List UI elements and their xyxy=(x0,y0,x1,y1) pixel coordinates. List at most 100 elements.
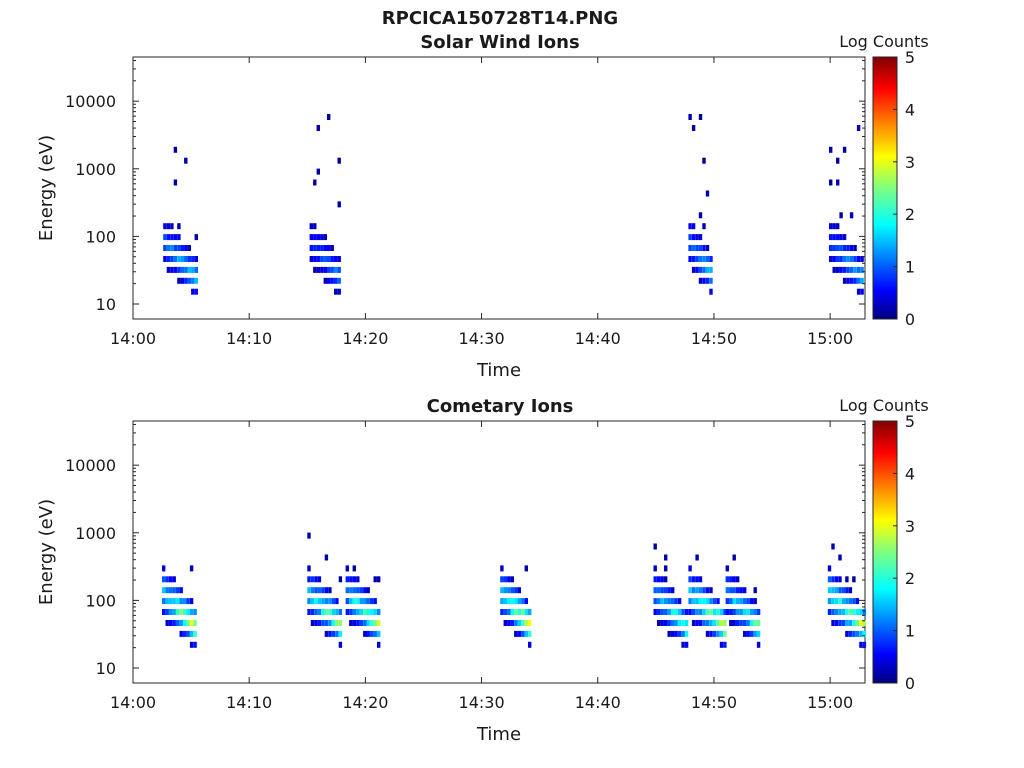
spectrogram-cell xyxy=(729,620,733,626)
spectrogram-cell xyxy=(688,587,692,594)
spectrogram-cell xyxy=(664,620,668,626)
spectrogram-cell xyxy=(177,266,181,273)
spectrogram-cell xyxy=(363,587,367,594)
spectrogram-cell xyxy=(695,245,699,251)
spectrogram-cell xyxy=(698,598,703,605)
spectrogram-cell xyxy=(313,234,317,241)
spectrogram-cell xyxy=(684,630,689,637)
spectrogram-cell xyxy=(323,256,327,262)
spectrogram-cell xyxy=(370,609,374,615)
spectrogram-cell xyxy=(328,630,332,637)
spectrogram-cell xyxy=(831,576,835,583)
spectrogram-cell xyxy=(698,266,703,273)
spectrogram-cell xyxy=(173,234,178,241)
y-tick-label: 100 xyxy=(85,591,116,610)
spectrogram-cell xyxy=(169,587,173,594)
spectrogram-cell xyxy=(166,234,171,241)
spectrogram-cell xyxy=(849,266,854,273)
spectrogram-cell xyxy=(521,630,525,637)
spectrogram-cell xyxy=(695,620,699,626)
spectrogram-cell xyxy=(653,598,657,605)
spectrogram-cell xyxy=(514,587,518,594)
spectrogram-cell xyxy=(849,245,854,251)
spectrogram-cell xyxy=(838,576,842,583)
spectrogram-cell xyxy=(831,620,835,626)
spectrogram-cell xyxy=(712,630,717,637)
spectrogram-cell xyxy=(327,277,331,284)
spectrogram-cell xyxy=(377,630,381,637)
spectrogram-cell xyxy=(193,641,197,648)
spectrogram-cell xyxy=(162,565,166,572)
spectrogram-cell xyxy=(695,266,699,273)
spectrogram-cell xyxy=(688,223,692,230)
spectrogram-cell xyxy=(846,256,850,262)
spectrogram-cell xyxy=(320,245,324,251)
spectrogram-cell xyxy=(653,543,657,550)
spectrogram-cell xyxy=(709,266,713,273)
spectrogram-cell xyxy=(832,245,836,251)
spectrogram-cell xyxy=(674,620,678,626)
spectrogram-cell xyxy=(335,630,339,637)
spectrogram-cell xyxy=(739,587,743,594)
spectrogram-cell xyxy=(194,266,198,273)
spectrogram-cell xyxy=(334,288,338,295)
spectrogram-cell xyxy=(528,641,532,648)
spectrogram-cell xyxy=(671,620,675,626)
spectrogram-cell xyxy=(698,609,703,615)
spectrogram-cell xyxy=(831,587,835,594)
spectrogram-cell xyxy=(695,609,699,615)
spectrogram-cell xyxy=(702,609,706,615)
y-tick-label: 10 xyxy=(96,659,116,678)
spectrogram-cell xyxy=(684,620,689,626)
colorbar xyxy=(872,56,898,320)
spectrogram-cell xyxy=(839,256,843,262)
spectrogram-cell xyxy=(653,576,657,583)
spectrogram-cell xyxy=(337,266,341,273)
x-axis-ticks: 14:00 14:10 14:20 14:30 14:40 14:50 15:00 xyxy=(110,57,853,348)
spectrogram-cell xyxy=(705,277,710,284)
spectrogram-cell xyxy=(732,598,736,605)
spectrogram-cell xyxy=(677,598,682,605)
spectrogram-cell xyxy=(335,620,339,626)
spectrogram-cell xyxy=(503,587,507,594)
spectrogram-cell xyxy=(831,598,835,605)
spectrogram-cell xyxy=(328,609,332,615)
spectrogram-cell xyxy=(172,587,176,594)
colorbar-tick-label: 0 xyxy=(905,310,915,329)
spectrogram-cell xyxy=(309,234,313,241)
spectrogram-cell xyxy=(363,620,367,626)
spectrogram-cell xyxy=(852,609,856,615)
spectrogram-cell xyxy=(177,277,181,284)
spectrogram-cell xyxy=(363,609,367,615)
y-axis-ticks: 10 100 1000 10000 xyxy=(65,59,865,314)
spectrogram-cell xyxy=(862,620,867,626)
spectrogram-cell xyxy=(345,565,349,572)
spectrogram-cell xyxy=(163,234,167,241)
spectrogram-cell xyxy=(189,565,194,572)
spectrogram-cell xyxy=(521,609,525,615)
spectrogram-cell xyxy=(334,266,338,273)
spectrogram-cell xyxy=(184,266,188,273)
spectrogram-cell xyxy=(846,245,850,251)
spectrogram-cell xyxy=(725,609,729,615)
spectrogram-cell xyxy=(330,245,334,251)
spectrogram-cell xyxy=(186,598,190,605)
spectrogram-cell xyxy=(314,620,318,626)
x-axis-label: Time xyxy=(476,724,521,745)
spectrogram-cell xyxy=(514,598,518,605)
spectrogram-cell xyxy=(698,576,703,583)
spectrogram-cell xyxy=(684,641,689,648)
spectrogram-cell xyxy=(688,598,692,605)
spectrogram-cell xyxy=(370,598,374,605)
spectrogram-cell xyxy=(170,266,174,273)
spectrogram-cell xyxy=(510,609,514,615)
spectrogram-cell xyxy=(307,587,311,594)
spectrogram-cell xyxy=(324,630,329,637)
spectrogram-cell xyxy=(653,587,657,594)
spectrogram-cell xyxy=(169,609,173,615)
spectrogram-cell xyxy=(166,245,171,251)
x-tick-label: 14:20 xyxy=(342,693,388,712)
spectrogram-cell xyxy=(827,598,832,605)
spectrogram-cell xyxy=(186,630,190,637)
spectrogram-cell xyxy=(170,223,174,230)
